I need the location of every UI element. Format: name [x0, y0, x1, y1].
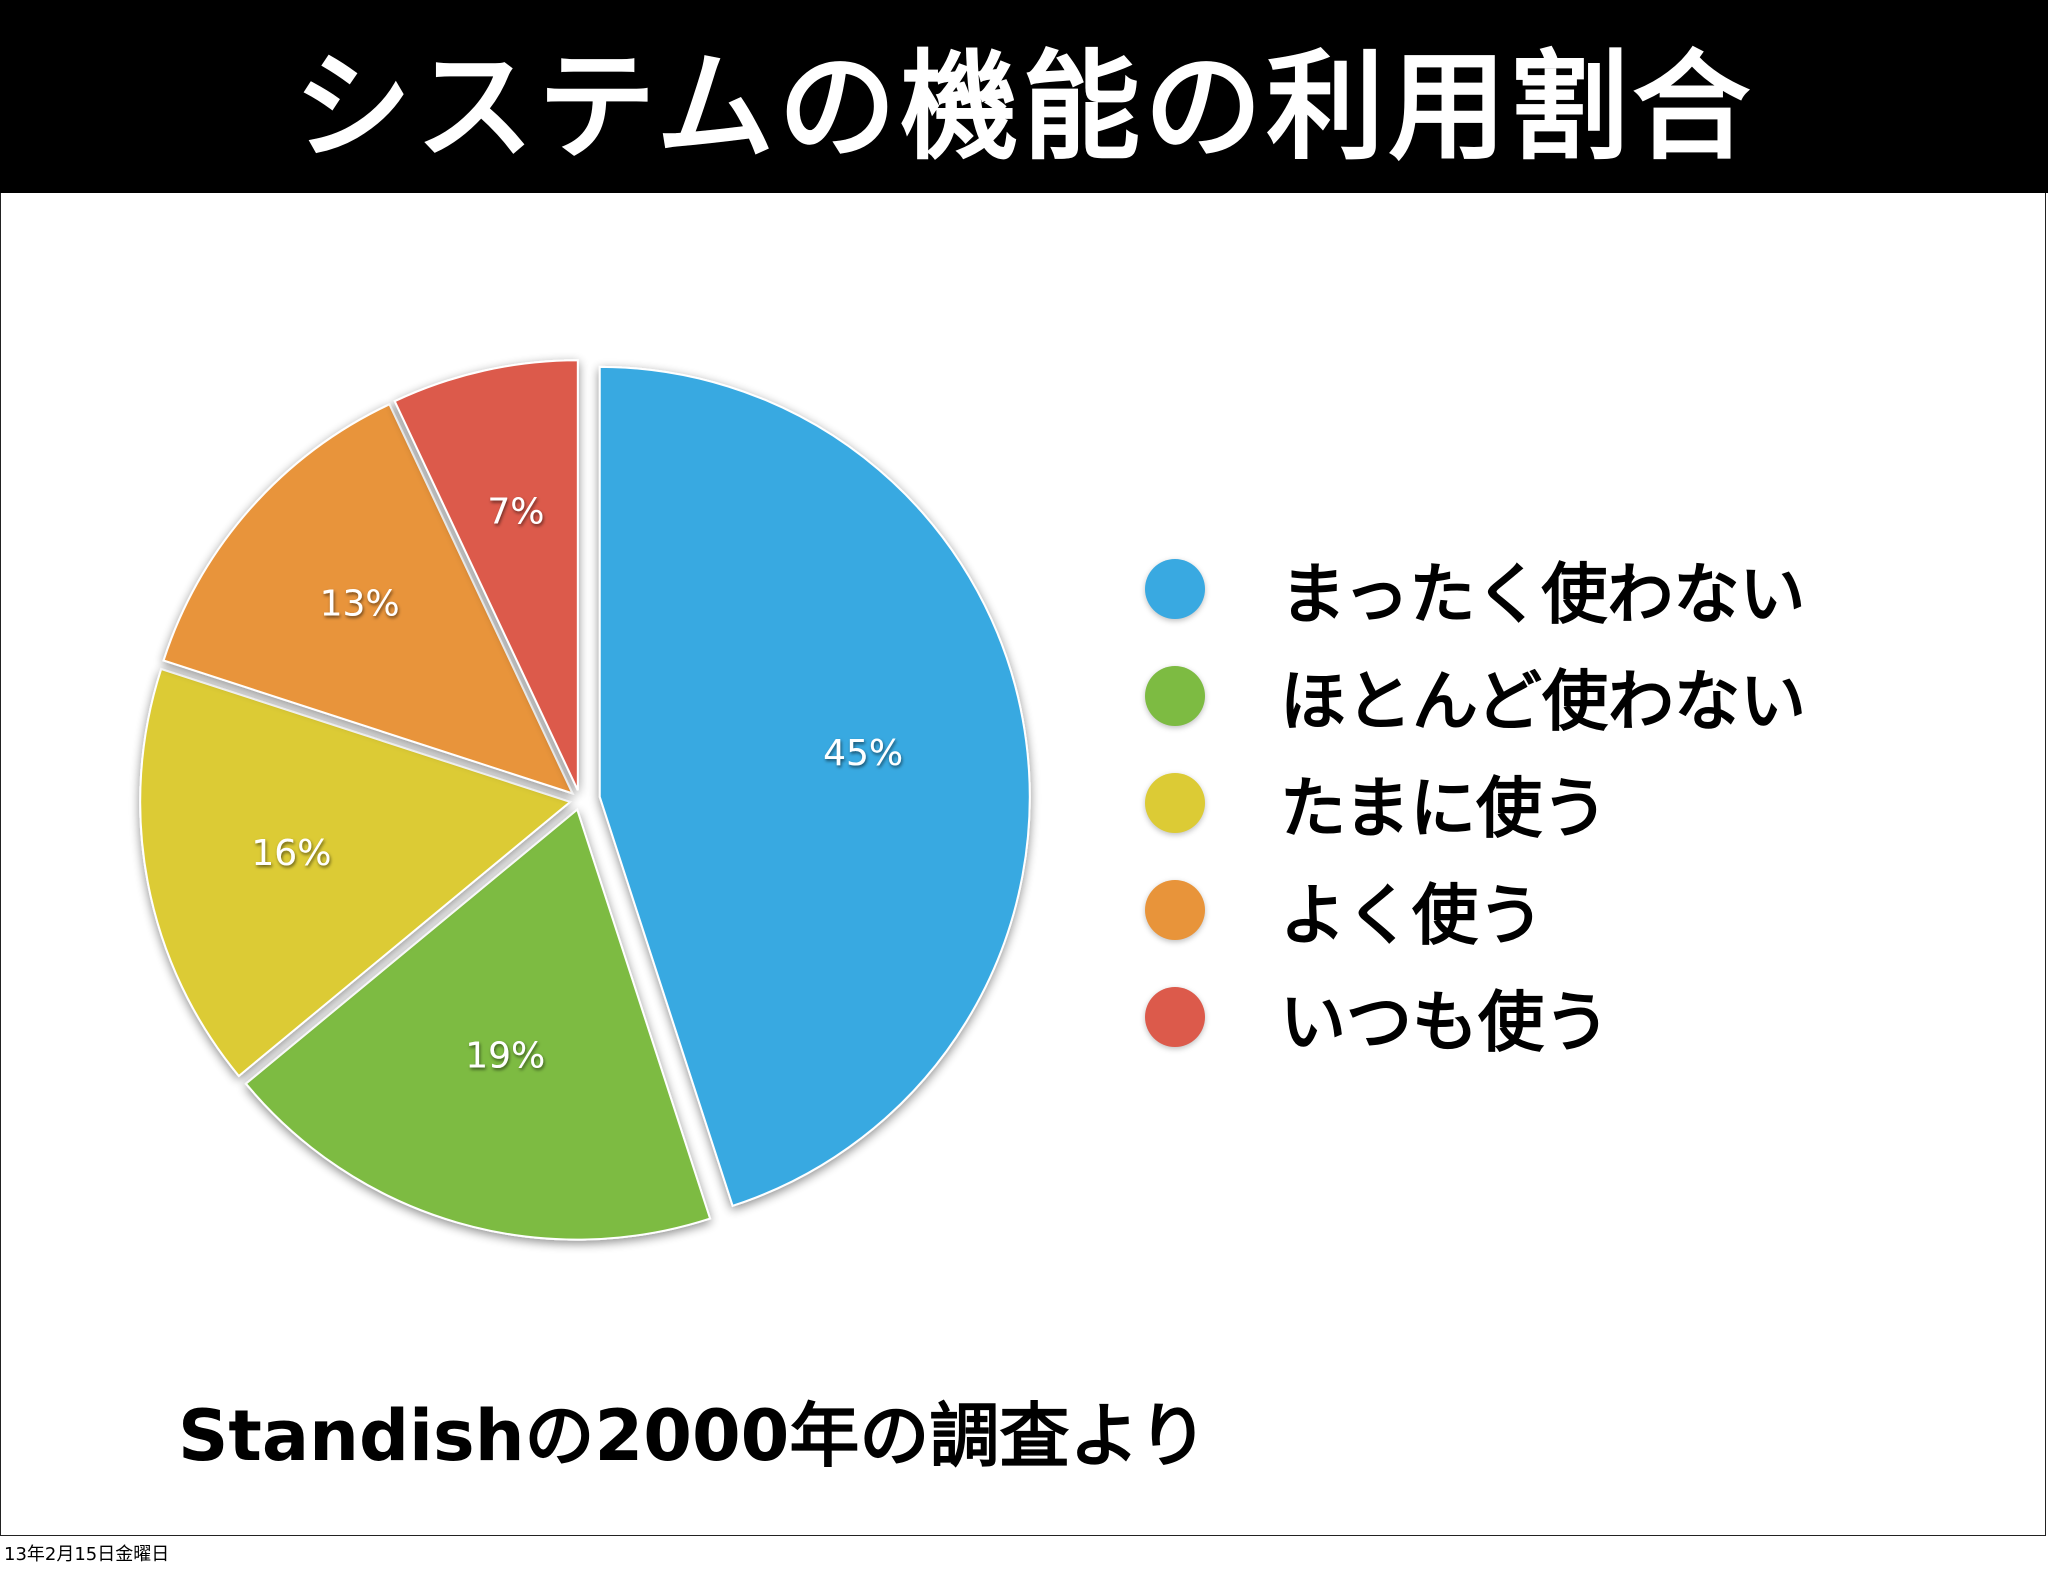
legend-swatch-icon	[1145, 665, 1205, 726]
source-note: Standishの2000年の調査より	[178, 1395, 1208, 1477]
slice-label-1: 45%	[823, 733, 903, 774]
slice-label-2: 19%	[465, 1035, 545, 1076]
date-stamp: 13年2月15日金曜日	[4, 1544, 170, 1565]
page-title: システムの機能の利用割合	[293, 38, 1755, 176]
legend-item-3: たまに使う	[1145, 749, 1806, 856]
title-bar: システムの機能の利用割合	[0, 0, 2048, 193]
slice-label-5: 7%	[487, 491, 544, 532]
pie-slices: 45% 19% 16% 13% 7%	[139, 359, 1031, 1241]
legend: まったく使わない ほとんど使わない たまに使うよく使ういつも使う	[1145, 535, 1806, 1070]
legend-swatch-icon	[1145, 879, 1205, 940]
legend-label: まったく使わない	[1280, 555, 1806, 633]
legend-label: ほとんど使わない	[1280, 662, 1807, 740]
legend-swatch-icon	[1145, 772, 1205, 833]
pie-slice-4	[162, 402, 575, 796]
legend-label: いつも使う	[1280, 983, 1610, 1061]
slice-label-3: 16%	[251, 833, 331, 874]
slice-label-4: 13%	[320, 584, 400, 625]
legend-label: よく使う	[1280, 876, 1544, 954]
pie-slice-1	[598, 365, 1031, 1208]
legend-item-1: まったく使わない	[1145, 535, 1806, 642]
pie-slice-2	[244, 807, 712, 1241]
pie-slice-3	[139, 667, 573, 1078]
legend-item-2: ほとんど使わない	[1145, 642, 1806, 749]
legend-item-4: よく使う	[1145, 856, 1806, 963]
legend-swatch-icon	[1145, 558, 1205, 619]
legend-item-5: いつも使う	[1145, 963, 1806, 1070]
legend-swatch-icon	[1145, 986, 1205, 1047]
pie-slice-5	[393, 359, 579, 791]
legend-label: たまに使う	[1280, 769, 1609, 847]
